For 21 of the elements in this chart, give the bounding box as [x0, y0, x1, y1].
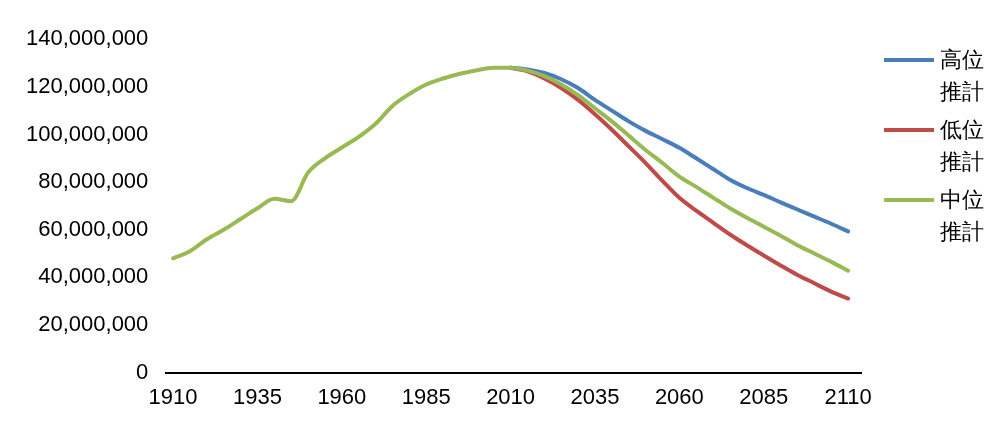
y-tick-label: 140,000,000 — [26, 25, 149, 51]
x-tick-label: 2085 — [739, 383, 789, 409]
y-tick-label: 20,000,000 — [38, 311, 149, 337]
x-tick-label: 2060 — [654, 383, 704, 409]
x-tick-label: 1935 — [232, 383, 282, 409]
y-tick-label: 120,000,000 — [26, 72, 149, 98]
y-tick-label: 100,000,000 — [26, 120, 149, 146]
y-tick-label: 40,000,000 — [38, 263, 149, 289]
legend-label: 高位推計 — [940, 46, 985, 106]
line-series — [171, 65, 851, 273]
x-tick-label: 1910 — [148, 383, 198, 409]
legend-label: 中位推計 — [940, 186, 985, 246]
legend-label: 低位推計 — [940, 116, 985, 176]
y-tick-label: 80,000,000 — [38, 168, 149, 194]
x-tick-label: 2035 — [570, 383, 620, 409]
x-tick-label: 1985 — [401, 383, 451, 409]
y-tick-label: 60,000,000 — [38, 215, 149, 241]
x-tick-label: 1960 — [317, 383, 367, 409]
y-tick-label: 0 — [136, 358, 149, 384]
x-tick-label: 2010 — [486, 383, 536, 409]
x-tick-label: 2110 — [824, 383, 872, 409]
